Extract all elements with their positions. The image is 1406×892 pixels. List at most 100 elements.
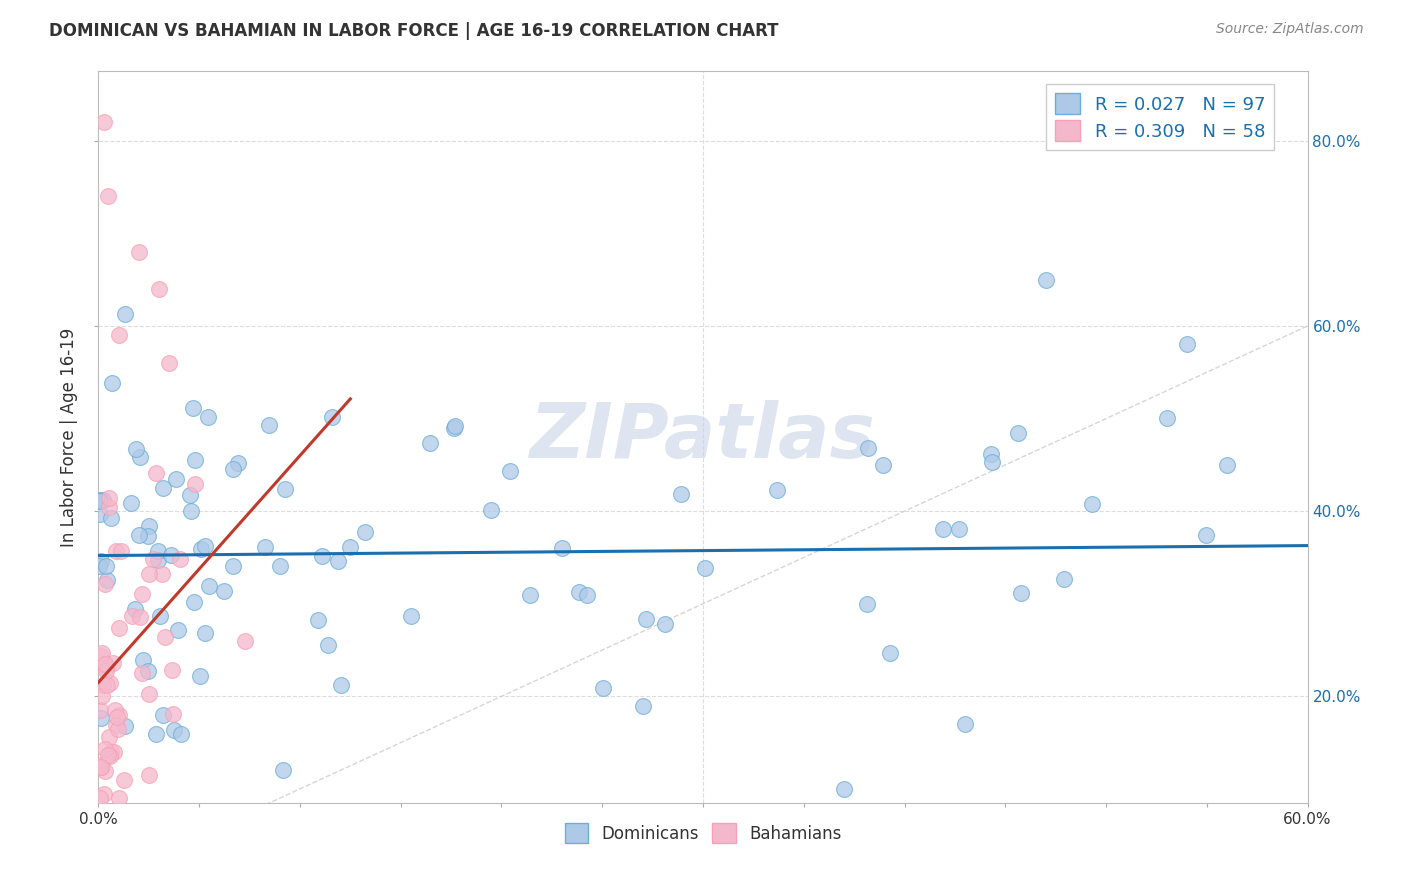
- Point: [167, 623, 190, 637]
- Point: [108, 621, 131, 635]
- Point: [131, 587, 153, 601]
- Point: [91, 677, 114, 691]
- Point: [766, 483, 789, 498]
- Point: [194, 540, 217, 554]
- Point: [669, 487, 692, 501]
- Point: [124, 602, 146, 616]
- Point: [226, 456, 249, 470]
- Point: [145, 467, 167, 481]
- Point: [316, 638, 339, 652]
- Point: [103, 745, 125, 759]
- Point: [631, 698, 654, 713]
- Point: [104, 544, 127, 558]
- Point: [1216, 458, 1239, 472]
- Point: [98, 676, 121, 690]
- Point: [311, 549, 333, 563]
- Point: [89, 791, 111, 805]
- Point: [120, 496, 142, 510]
- Point: [148, 282, 170, 296]
- Point: [138, 567, 160, 582]
- Point: [121, 608, 143, 623]
- Point: [110, 544, 132, 558]
- Point: [328, 554, 350, 568]
- Point: [188, 669, 211, 683]
- Point: [114, 307, 136, 321]
- Point: [197, 579, 219, 593]
- Point: [636, 612, 658, 626]
- Point: [97, 730, 120, 744]
- Point: [100, 745, 122, 759]
- Point: [128, 528, 150, 542]
- Point: [103, 656, 125, 670]
- Point: [330, 678, 353, 692]
- Point: [184, 453, 207, 467]
- Point: [212, 584, 235, 599]
- Point: [321, 410, 343, 425]
- Point: [980, 447, 1002, 461]
- Point: [89, 758, 111, 772]
- Point: [90, 554, 112, 568]
- Point: [183, 595, 205, 609]
- Point: [879, 646, 901, 660]
- Point: [94, 657, 117, 671]
- Point: [105, 718, 128, 732]
- Point: [93, 115, 115, 129]
- Point: [419, 436, 441, 450]
- Point: [97, 189, 120, 203]
- Point: [128, 609, 150, 624]
- Point: [1175, 337, 1198, 351]
- Point: [170, 727, 193, 741]
- Point: [190, 541, 212, 556]
- Point: [145, 726, 167, 740]
- Point: [100, 510, 122, 524]
- Point: [90, 760, 112, 774]
- Text: Source: ZipAtlas.com: Source: ZipAtlas.com: [1216, 22, 1364, 37]
- Point: [254, 540, 277, 554]
- Point: [132, 653, 155, 667]
- Point: [980, 455, 1002, 469]
- Point: [112, 772, 135, 787]
- Point: [551, 541, 574, 556]
- Point: [91, 492, 114, 507]
- Point: [89, 494, 111, 508]
- Text: ZIPatlas: ZIPatlas: [530, 401, 876, 474]
- Point: [93, 787, 115, 801]
- Point: [271, 764, 294, 778]
- Point: [184, 476, 207, 491]
- Point: [152, 708, 174, 723]
- Point: [90, 690, 112, 704]
- Point: [101, 376, 124, 390]
- Point: [114, 719, 136, 733]
- Point: [90, 711, 112, 725]
- Point: [107, 708, 129, 723]
- Point: [105, 710, 128, 724]
- Point: [96, 573, 118, 587]
- Point: [149, 609, 172, 624]
- Y-axis label: In Labor Force | Age 16-19: In Labor Force | Age 16-19: [60, 327, 79, 547]
- Point: [94, 559, 117, 574]
- Point: [150, 566, 173, 581]
- Point: [568, 585, 591, 599]
- Point: [1081, 497, 1104, 511]
- Text: DOMINICAN VS BAHAMIAN IN LABOR FORCE | AGE 16-19 CORRELATION CHART: DOMINICAN VS BAHAMIAN IN LABOR FORCE | A…: [49, 22, 779, 40]
- Point: [89, 702, 111, 716]
- Point: [157, 356, 180, 370]
- Point: [575, 588, 598, 602]
- Point: [498, 464, 520, 478]
- Point: [953, 717, 976, 731]
- Point: [444, 419, 467, 434]
- Point: [194, 626, 217, 640]
- Point: [148, 553, 170, 567]
- Point: [222, 559, 245, 574]
- Point: [94, 664, 117, 678]
- Point: [832, 781, 855, 796]
- Point: [1053, 572, 1076, 586]
- Point: [138, 664, 160, 678]
- Point: [222, 462, 245, 476]
- Point: [94, 576, 117, 591]
- Point: [104, 703, 127, 717]
- Point: [932, 522, 955, 536]
- Point: [160, 663, 183, 677]
- Point: [128, 244, 150, 259]
- Point: [146, 544, 169, 558]
